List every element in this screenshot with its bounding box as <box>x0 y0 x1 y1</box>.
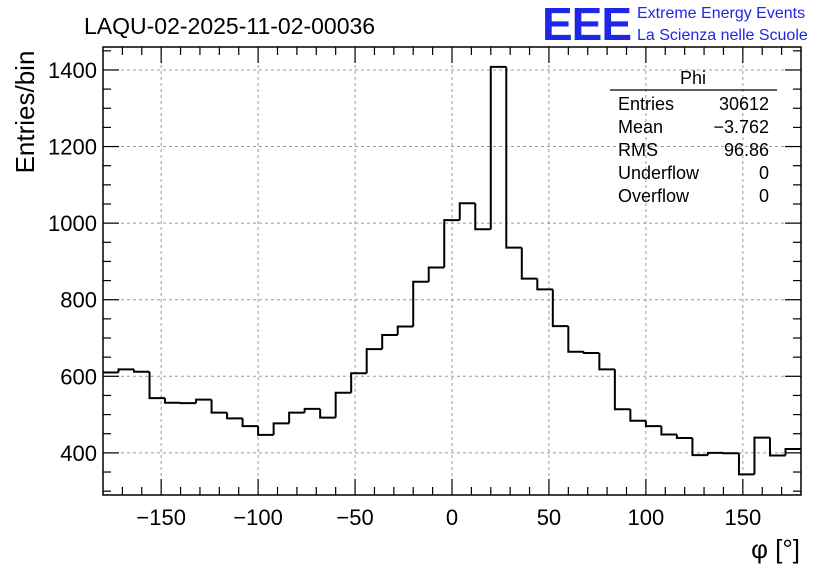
histogram-bin <box>427 266 445 282</box>
histogram-bin <box>660 426 677 436</box>
stats-title: Phi <box>680 68 706 88</box>
histogram-bin <box>195 398 212 404</box>
histogram-bin <box>133 369 150 373</box>
logo-line-2: La Scienza nelle Scuole <box>637 27 808 44</box>
stats-label-overflow: Overflow <box>618 186 690 206</box>
histogram-bin <box>706 451 724 456</box>
histogram-bin <box>226 412 243 420</box>
histogram-bin <box>272 422 290 435</box>
y-tick-label: 1400 <box>48 58 97 83</box>
histogram-bin <box>691 437 708 457</box>
axes: −150 −100 −50 0 50 100 150 400 600 800 1000 1200 140… <box>48 46 802 530</box>
histogram-bin <box>520 247 538 280</box>
histogram-bin <box>551 289 569 328</box>
histogram-bin <box>613 369 631 411</box>
y-tick-label: 400 <box>60 441 97 466</box>
histogram-bin <box>629 409 646 422</box>
x-tick-label: −100 <box>233 505 283 530</box>
chart-title: LAQU-02-2025-11-02-00036 <box>84 13 375 39</box>
histogram-bin <box>257 426 274 436</box>
logo-mark: EEE <box>542 0 631 50</box>
histogram-bin <box>412 280 429 327</box>
histogram-bin <box>567 326 584 353</box>
histogram-bin <box>164 398 181 404</box>
x-tick-label: 150 <box>724 505 761 530</box>
histogram-bin <box>505 66 522 249</box>
histogram-bin <box>241 418 259 428</box>
histogram-bin <box>334 391 352 418</box>
x-tick-label: 0 <box>446 505 458 530</box>
y-axis-label: Entries/bin <box>10 51 40 174</box>
y-tick-label: 1000 <box>48 211 97 236</box>
stats-label-mean: Mean <box>618 117 663 137</box>
histogram-bin <box>210 399 228 414</box>
stats-value-overflow: 0 <box>759 186 769 206</box>
histogram-bin <box>474 203 491 231</box>
y-tick-label: 600 <box>60 364 97 389</box>
x-tick-label: 50 <box>537 505 561 530</box>
x-tick-label: 100 <box>628 505 665 530</box>
histogram-bin <box>350 372 367 393</box>
histogram-bin <box>365 348 383 374</box>
histogram-bin <box>489 65 507 230</box>
y-tick-label: 800 <box>60 288 97 313</box>
x-axis-label: φ [°] <box>751 534 800 564</box>
histogram-bin <box>117 368 135 373</box>
grid <box>103 47 801 495</box>
histogram-bin <box>319 408 336 419</box>
stats-value-entries: 30612 <box>719 94 769 114</box>
histogram-bin <box>582 351 600 354</box>
histogram-bin <box>148 371 166 400</box>
histogram-series <box>103 65 801 476</box>
y-tick-label: 1200 <box>48 135 97 160</box>
histogram-bin <box>396 325 414 335</box>
histogram-bin <box>753 436 770 475</box>
histogram-bin <box>443 219 460 268</box>
histogram-bin <box>536 278 553 291</box>
histogram-bin <box>737 453 755 476</box>
histogram-bin <box>675 434 693 439</box>
histogram-bin <box>644 420 662 428</box>
eee-logo: EEE Extreme Energy Events La Scienza nel… <box>542 0 808 50</box>
histogram-bin <box>288 411 305 424</box>
stats-label-entries: Entries <box>618 94 674 114</box>
x-tick-label: −50 <box>336 505 373 530</box>
histogram-bin <box>458 202 476 221</box>
histogram-bin <box>381 333 398 350</box>
histogram-bin <box>598 352 615 371</box>
histogram-bin <box>303 407 321 413</box>
logo-line-1: Extreme Energy Events <box>637 5 805 22</box>
stats-label-rms: RMS <box>618 140 658 160</box>
stats-value-underflow: 0 <box>759 163 769 183</box>
stats-label-underflow: Underflow <box>618 163 700 183</box>
x-tick-label: −150 <box>136 505 186 530</box>
stats-box: Phi Entries 30612 Mean −3.762 RMS 96.86 … <box>610 68 777 206</box>
stats-value-mean: −3.762 <box>713 117 769 137</box>
histogram-bin <box>768 437 786 457</box>
stats-value-rms: 96.86 <box>724 140 769 160</box>
